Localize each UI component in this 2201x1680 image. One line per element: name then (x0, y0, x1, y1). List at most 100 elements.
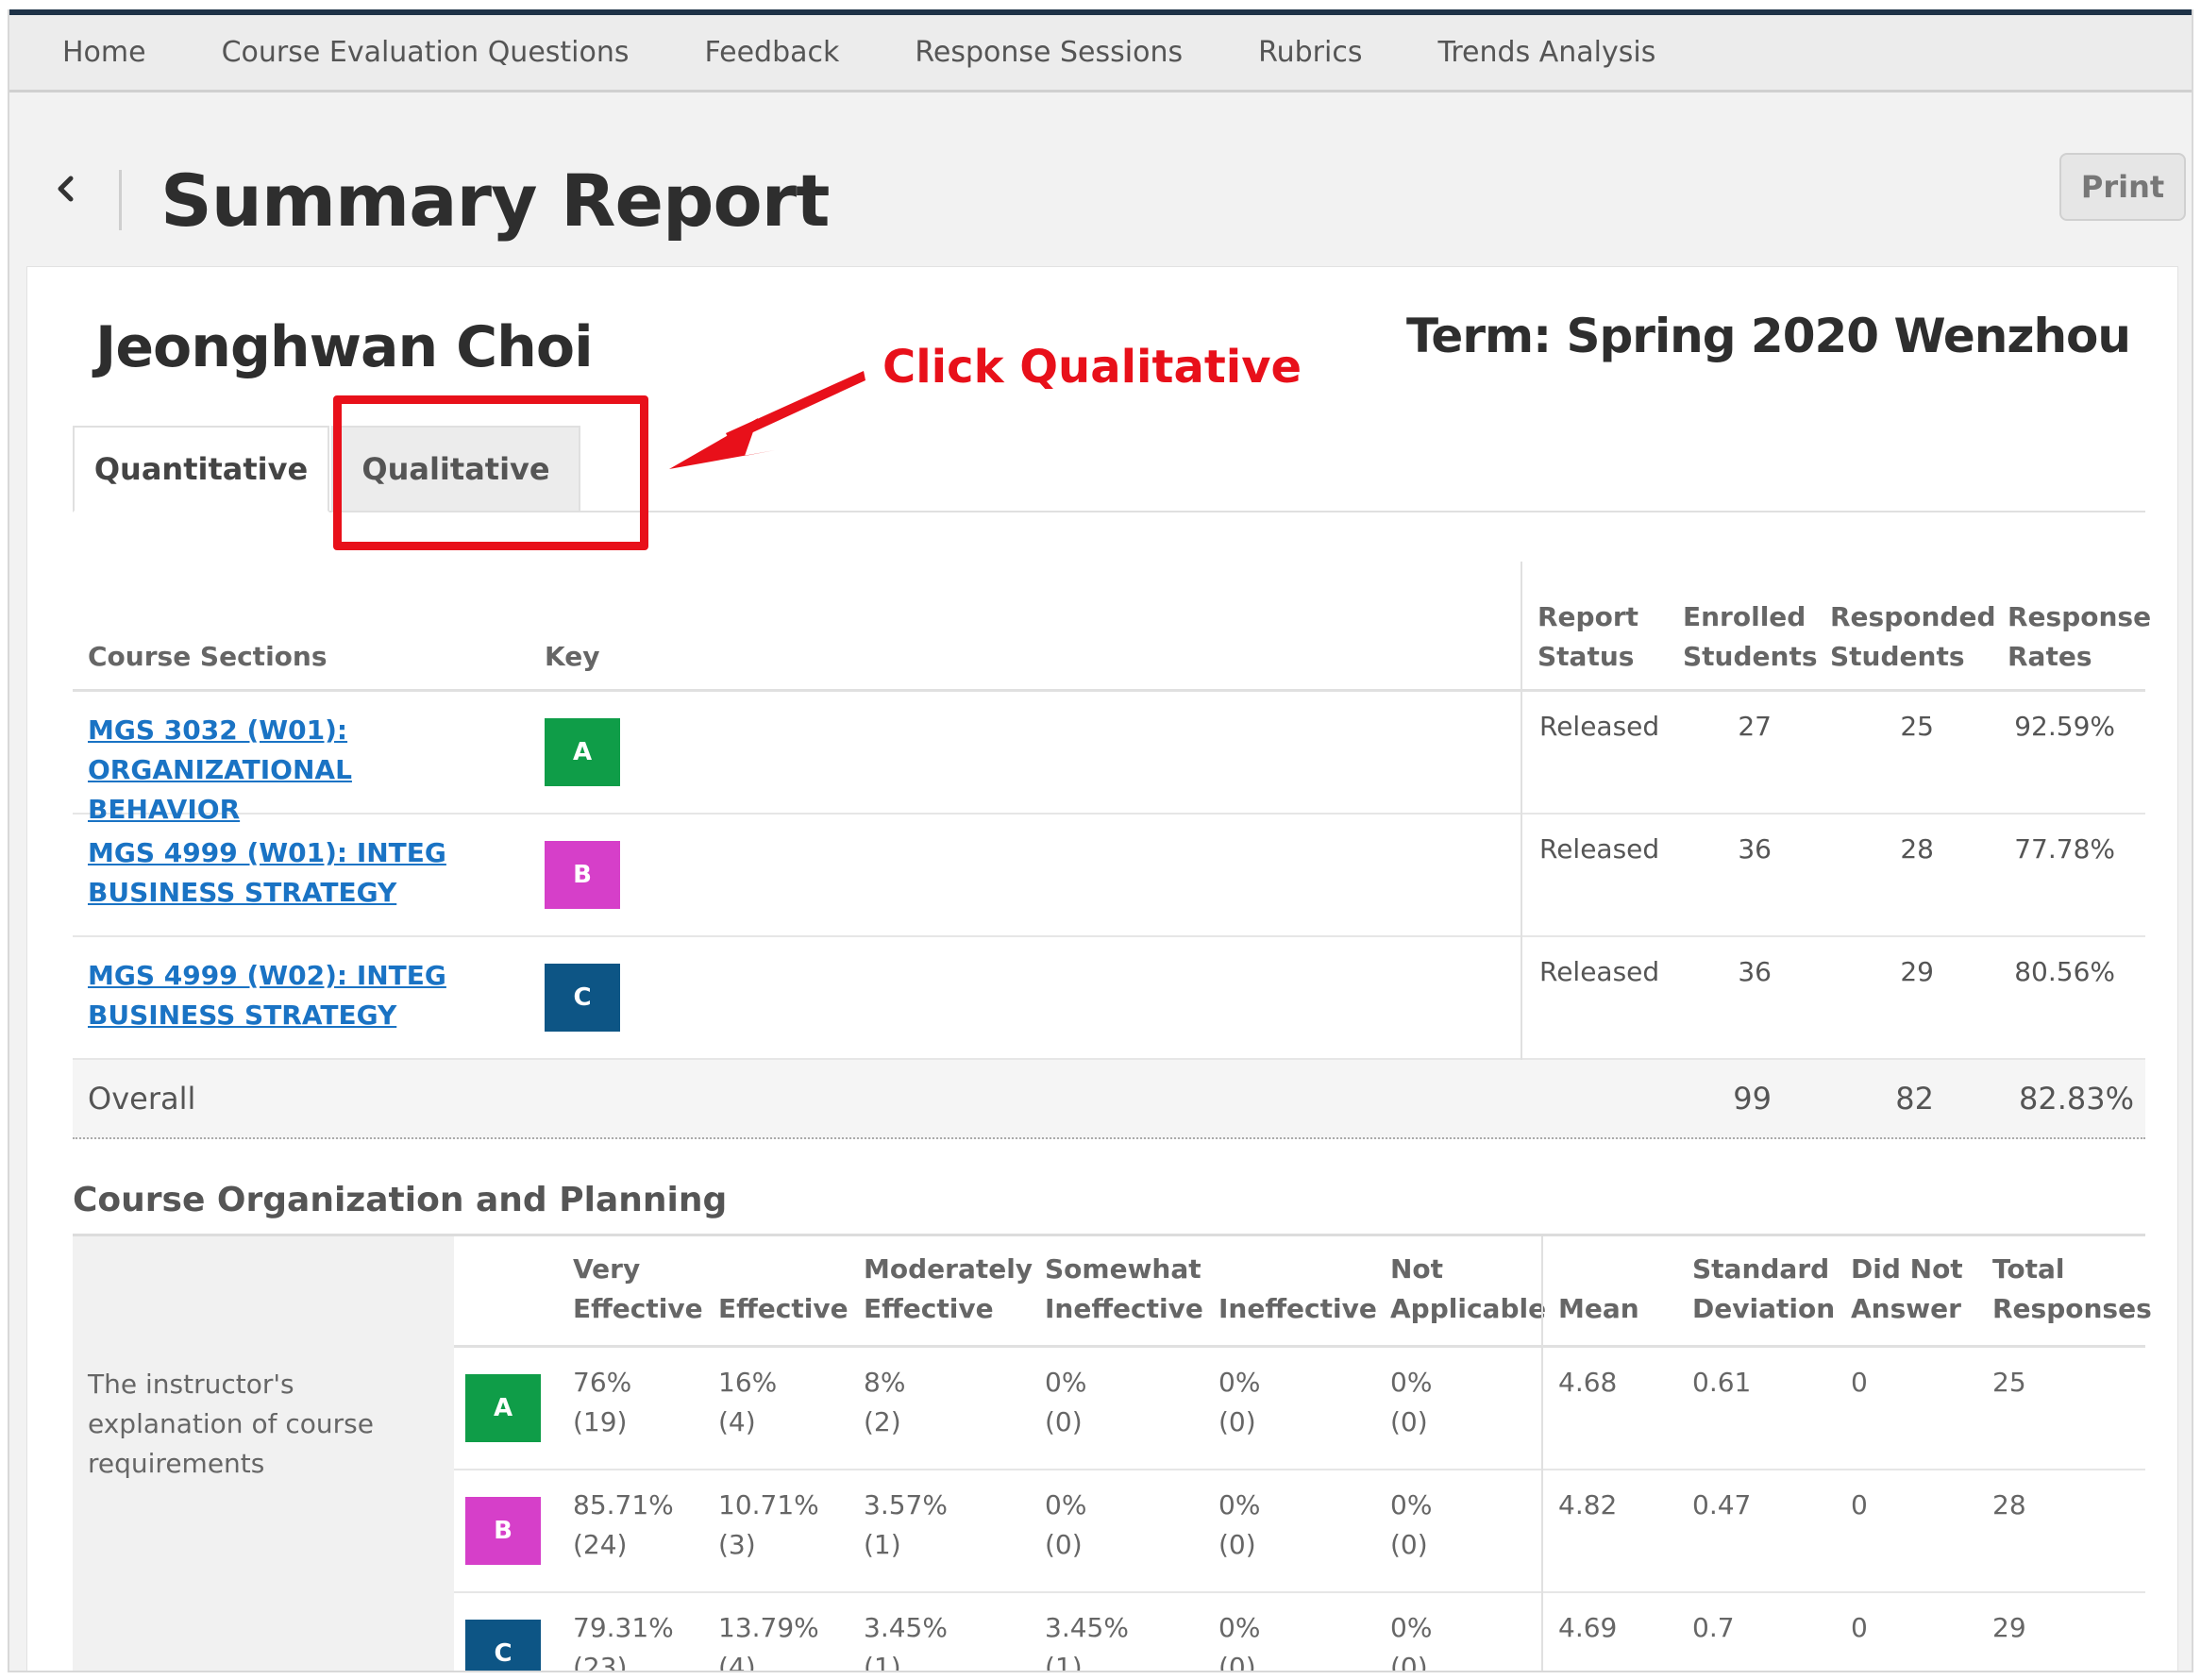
back-chevron-icon[interactable] (51, 175, 79, 203)
report-status: Released (1539, 956, 1660, 987)
table-row: MGS 4999 (W02): INTEG BUSINESS STRATEGY … (73, 937, 2145, 1060)
cell-standard-deviation: 0.61 (1692, 1363, 1751, 1403)
overall-label: Overall (88, 1081, 196, 1117)
cell-moderately-effective: 8% (2) (864, 1363, 905, 1442)
cell-did-not-answer: 0 (1851, 1363, 1868, 1403)
column-divider (1521, 815, 1522, 937)
header-line1: Very (573, 1253, 641, 1285)
tab-quantitative[interactable]: Quantitative (73, 426, 329, 512)
column-divider (1521, 562, 1522, 692)
course-link-mgs3032-w01[interactable]: MGS 3032 (W01): ORGANIZATIONAL BEHAVIOR (88, 711, 503, 830)
table-row: MGS 3032 (W01): ORGANIZATIONAL BEHAVIOR … (73, 692, 2145, 825)
overall-row: Overall 99 82 82.83% (73, 1060, 2145, 1139)
cell-effective: 10.71% (3) (718, 1486, 819, 1565)
header-line1: Somewhat (1045, 1253, 1201, 1285)
cell-count: (0) (1045, 1406, 1083, 1437)
cell-very-effective: 76% (19) (573, 1363, 631, 1442)
header-line2: Answer (1851, 1293, 1961, 1324)
cell-count: (1) (864, 1529, 901, 1560)
cell-value: 0% (1390, 1367, 1433, 1398)
nav-rubrics[interactable]: Rubrics (1258, 36, 1363, 69)
course-link-line2[interactable]: BUSINESS STRATEGY (88, 877, 397, 908)
key-badge-b: B (465, 1497, 541, 1565)
question-header-row: Very Effective Effective Moderately Effect… (454, 1236, 2152, 1348)
cell-value: 0 (1851, 1367, 1868, 1398)
cell-value: 3.57% (864, 1489, 948, 1520)
header-moderately-effective: Moderately Effective (864, 1250, 1033, 1329)
instructor-name: Jeonghwan Choi (95, 314, 594, 380)
cell-standard-deviation: 0.47 (1692, 1486, 1751, 1525)
annotation-highlight-box (333, 395, 648, 550)
cell-value: 25 (1992, 1367, 2026, 1398)
cell-value: 4.69 (1558, 1612, 1618, 1643)
nav-bar: Home Course Evaluation Questions Feedbac… (9, 15, 2192, 92)
app-frame: Home Course Evaluation Questions Feedbac… (8, 9, 2193, 1672)
cell-value: 28 (1992, 1489, 2026, 1520)
cell-value: 76% (573, 1367, 632, 1398)
nav-response-sessions[interactable]: Response Sessions (915, 36, 1184, 69)
responded-count: 28 (1900, 833, 1934, 865)
question-group-title: Course Organization and Planning (73, 1181, 728, 1219)
cell-count: (0) (1390, 1652, 1428, 1672)
cell-value: 0% (1218, 1489, 1261, 1520)
cell-value: 0 (1851, 1612, 1868, 1643)
header-responded-line2: Students (1830, 641, 1965, 672)
course-link-line1[interactable]: MGS 3032 (W01): (88, 714, 348, 746)
cell-not-applicable: 0% (0) (1390, 1486, 1432, 1565)
cell-count: (4) (718, 1652, 756, 1672)
header-report-status: Report Status (1537, 597, 1638, 677)
responded-count: 25 (1900, 711, 1934, 742)
header-line1: Moderately (864, 1253, 1033, 1285)
response-rate: 92.59% (2014, 711, 2115, 742)
nav-trends-analysis[interactable]: Trends Analysis (1437, 36, 1656, 69)
cell-effective: 13.79% (4) (718, 1608, 819, 1672)
table-row: A 76% (19) 16% (4) 8% (2) 0% (0) 0% (0) 0% (0) 4.68 0.… (454, 1348, 2145, 1470)
header-line2: Effective (864, 1293, 994, 1324)
column-divider (1541, 1236, 1543, 1671)
header-ineffective: Ineffective (1218, 1293, 1377, 1324)
response-rate: 77.78% (2014, 833, 2115, 865)
table-row: B 85.71% (24) 10.71% (3) 3.57% (1) 0% (0) 0% (0) 0%… (454, 1470, 2145, 1593)
nav-home[interactable]: Home (62, 36, 146, 69)
column-divider (1521, 937, 1522, 1060)
header-line2: Responses (1992, 1293, 2152, 1324)
tab-qualitative[interactable]: Qualitative (331, 426, 580, 512)
course-link-line2[interactable]: ORGANIZATIONAL BEHAVIOR (88, 754, 352, 825)
cell-value: 10.71% (718, 1489, 819, 1520)
cell-count: (1) (864, 1652, 901, 1672)
header-line2: Applicable (1390, 1293, 1547, 1324)
header-response-rates: Response Rates (2008, 597, 2151, 677)
overall-enrolled: 99 (1733, 1081, 1772, 1117)
course-link-mgs4999-w01[interactable]: MGS 4999 (W01): INTEG BUSINESS STRATEGY (88, 833, 503, 913)
cell-very-effective: 85.71% (24) (573, 1486, 674, 1565)
header-enrolled-students: Enrolled Students (1683, 597, 1818, 677)
cell-ineffective: 0% (0) (1218, 1363, 1260, 1442)
cell-count: (0) (1218, 1652, 1256, 1672)
nav-feedback[interactable]: Feedback (704, 36, 840, 69)
cell-value: 79.31% (573, 1612, 674, 1643)
tabs-baseline (73, 511, 2145, 512)
cell-not-applicable: 0% (0) (1390, 1608, 1432, 1672)
header-standard-deviation: Standard Deviation (1692, 1250, 1835, 1329)
cell-value: 0 (1851, 1489, 1868, 1520)
cell-value: 0.47 (1692, 1489, 1752, 1520)
header-enrolled-line1: Enrolled (1683, 601, 1806, 632)
header-line1: Did Not (1851, 1253, 1963, 1285)
header-course-sections: Course Sections (88, 641, 328, 672)
question-label-column: The instructor's explanation of course r… (73, 1236, 454, 1671)
cell-value: 85.71% (573, 1489, 674, 1520)
table-row: C 79.31% (23) 13.79% (4) 3.45% (1) 3.45% (1) 0% (0… (454, 1593, 2145, 1672)
cell-count: (23) (573, 1652, 628, 1672)
nav-course-evaluation-questions[interactable]: Course Evaluation Questions (221, 36, 630, 69)
key-badge-c: C (465, 1620, 541, 1671)
cell-value: 0% (1218, 1367, 1261, 1398)
course-link-line1[interactable]: MGS 4999 (W01): INTEG (88, 837, 446, 868)
course-link-line1[interactable]: MGS 4999 (W02): INTEG (88, 960, 446, 991)
cell-total-responses: 25 (1992, 1363, 2026, 1403)
print-button[interactable]: Print (2059, 153, 2186, 221)
course-link-mgs4999-w02[interactable]: MGS 4999 (W02): INTEG BUSINESS STRATEGY (88, 956, 503, 1035)
sections-header-row: Course Sections Key Report Status Enroll… (73, 562, 2151, 692)
header-responded-students: Responded Students (1830, 597, 1996, 677)
course-link-line2[interactable]: BUSINESS STRATEGY (88, 1000, 397, 1031)
response-rate: 80.56% (2014, 956, 2115, 987)
